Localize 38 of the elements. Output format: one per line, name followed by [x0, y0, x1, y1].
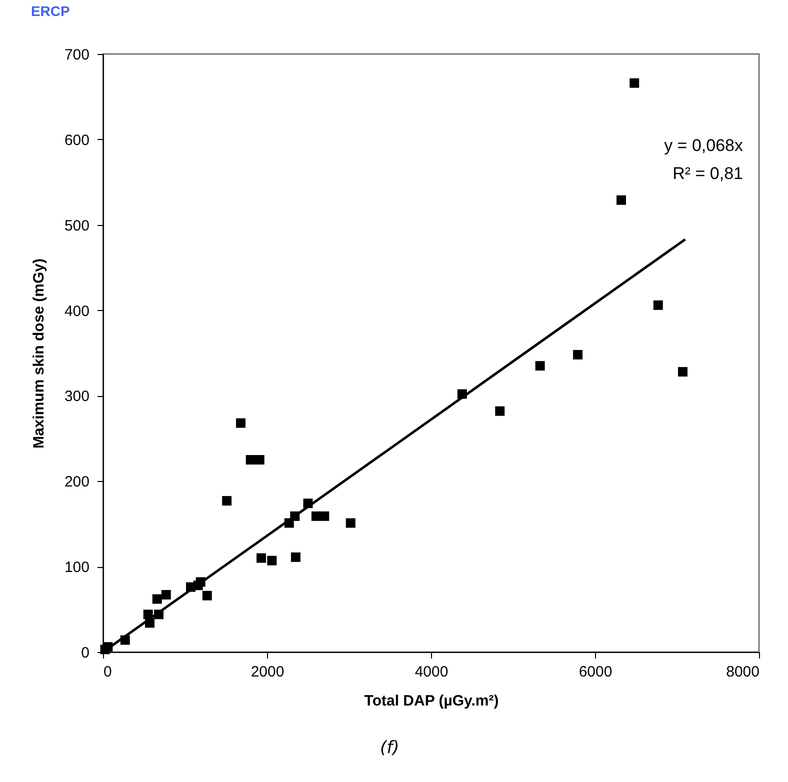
- y-tick-label: 600: [64, 132, 90, 149]
- point: [290, 552, 300, 562]
- point: [678, 367, 688, 377]
- point: [161, 590, 171, 600]
- point: [256, 553, 266, 563]
- y-tick-label: 700: [64, 46, 90, 64]
- y-tick-label: 200: [64, 474, 90, 491]
- point: [495, 406, 505, 416]
- x-tick-label: 4000: [414, 664, 448, 680]
- point: [616, 195, 626, 205]
- point: [246, 455, 256, 465]
- y-tick-label: 400: [64, 302, 90, 320]
- y-tick-label: 300: [64, 388, 90, 406]
- x-tick-label: 6000: [578, 664, 612, 680]
- point: [346, 518, 356, 528]
- x-tick-label: 8000: [726, 664, 760, 680]
- point: [630, 78, 640, 88]
- chart-title: ERCP: [30, 3, 70, 19]
- y-tick-label: 100: [64, 559, 90, 576]
- point: [267, 556, 277, 566]
- point: [202, 590, 212, 600]
- y-tick-label: 500: [64, 217, 90, 234]
- point: [573, 350, 583, 360]
- point: [254, 455, 264, 465]
- point: [320, 511, 330, 521]
- point: [653, 300, 663, 310]
- annotation: R² = 0,81: [672, 164, 743, 183]
- annotation: y = 0,068x: [664, 136, 744, 155]
- point: [236, 418, 246, 428]
- point: [222, 496, 232, 506]
- y-tick-label: 0: [81, 644, 90, 662]
- point: [535, 361, 545, 371]
- x-tick-label: 2000: [250, 664, 284, 680]
- x-axis-title: Total DAP (µGy.m²): [364, 692, 499, 710]
- point: [152, 594, 162, 604]
- y-axis-title: Maximum skin dose (mGy): [30, 258, 48, 449]
- x-tick-label: 0: [104, 664, 112, 680]
- text: (f): [380, 738, 400, 758]
